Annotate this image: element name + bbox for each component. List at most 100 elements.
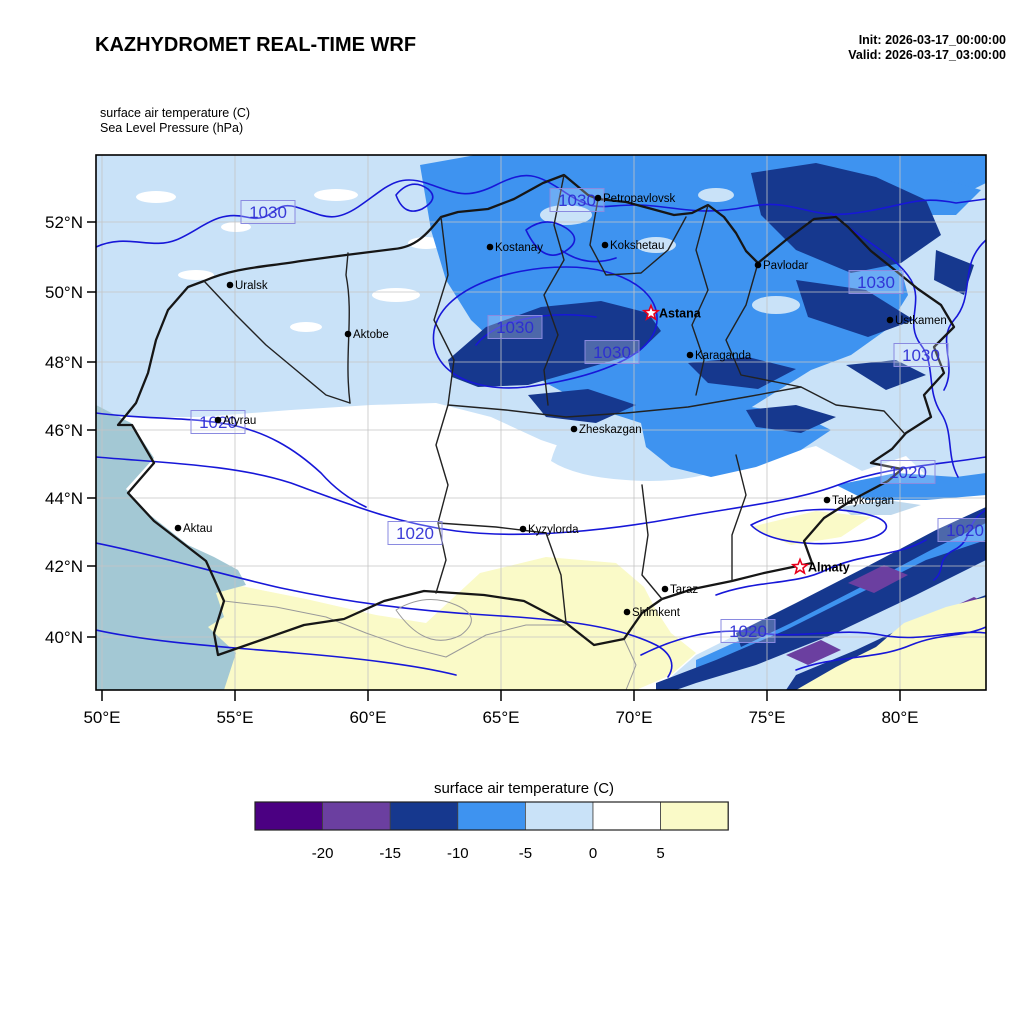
city-dot-icon: [214, 416, 222, 424]
lat-tick-label: 50°N: [45, 283, 83, 302]
city-marker-kyzylorda: Kyzylorda: [519, 524, 579, 536]
pressure-value: 1030: [249, 203, 287, 222]
city-label: Almaty: [808, 561, 850, 575]
colorbar-segment: [389, 801, 459, 831]
lat-tick-label: 40°N: [45, 628, 83, 647]
colorbar-title: surface air temperature (C): [434, 780, 614, 797]
lon-tick-label: 80°E: [881, 708, 918, 727]
city-dot-icon: [823, 496, 831, 504]
colorbar-segment: [322, 801, 391, 831]
colorbar-frame: [254, 801, 729, 831]
colorbar-segment: [592, 801, 661, 831]
city-marker-aktobe: Aktobe: [344, 329, 389, 341]
city-label: Aktau: [183, 523, 212, 535]
colorbar-tick-label: 5: [656, 845, 664, 862]
map-area: 1030 1030 1030 1030 1030 1030 1020 1020 1020 1020…: [95, 154, 987, 691]
city-label: Ustkamen: [895, 315, 947, 327]
pressure-label: 1030: [240, 200, 296, 224]
pressure-value: 1030: [902, 346, 940, 365]
colorbar-tick-label: -10: [447, 845, 469, 862]
city-marker-uralsk: Uralsk: [226, 280, 268, 292]
init-timestamp: Init: 2026-03-17_00:00:00: [859, 33, 1006, 47]
city-label: Astana: [659, 307, 702, 321]
city-marker-taraz: Taraz: [661, 584, 698, 596]
pressure-label: 1020: [387, 521, 443, 545]
lon-tick-label: 75°E: [748, 708, 785, 727]
page-title: KAZHYDROMET REAL-TIME WRF: [95, 34, 416, 56]
valid-timestamp: Valid: 2026-03-17_03:00:00: [848, 48, 1006, 62]
pressure-value: 1030: [593, 343, 631, 362]
pressure-label: 1030: [549, 188, 605, 212]
city-label: Taldykorgan: [832, 495, 894, 507]
city-dot-icon: [623, 608, 631, 616]
capital-star-icon: [790, 557, 810, 575]
city-marker-aktau: Aktau: [174, 523, 212, 535]
city-dot-icon: [519, 525, 527, 533]
city-label: Atyrau: [223, 415, 256, 427]
city-dot-icon: [686, 351, 694, 359]
lake-balkhash: [841, 500, 921, 515]
colorbar-segment: [525, 801, 594, 831]
map-frame: [95, 154, 987, 691]
pressure-label-layer: 1030 1030 1030 1030 1030 1030 1020 1020 1020 1020…: [190, 188, 986, 643]
city-label: Kyzylorda: [528, 524, 579, 536]
city-marker-atyrau: Atyrau: [214, 415, 256, 427]
city-label: Aktobe: [353, 329, 389, 341]
lon-tick-label: 70°E: [615, 708, 652, 727]
city-dot-icon: [594, 194, 602, 202]
pressure-label: 1030: [584, 340, 640, 364]
city-label: Zheskazgan: [579, 424, 642, 436]
graticule: [96, 155, 986, 690]
city-dot-icon: [570, 425, 578, 433]
axes: 52°N 50°N 48°N 46°N 44°N 42°N 40°N 50°E 55°E 60°E…: [45, 213, 919, 727]
pressure-value: 1020: [889, 463, 927, 482]
region-borders: [116, 173, 956, 690]
city-label: Petropavlovsk: [603, 193, 675, 205]
city-label: Kokshetau: [610, 240, 664, 252]
city-dot-icon: [174, 524, 182, 532]
city-marker-karaganda: Karaganda: [686, 350, 752, 362]
pressure-value: 1030: [558, 191, 596, 210]
city-dot-icon: [886, 316, 894, 324]
city-dot-icon: [344, 330, 352, 338]
city-label: Pavlodar: [763, 260, 809, 272]
pressure-label: 1030: [893, 343, 949, 367]
city-marker-taldykorgan: Taldykorgan: [823, 495, 894, 507]
pressure-label: 1030: [487, 315, 543, 339]
pressure-value: 1030: [857, 273, 895, 292]
colorbar: -20 -15 -10 -5 0 5: [254, 801, 729, 862]
capital-star-icon: [641, 303, 661, 321]
lat-tick-label: 52°N: [45, 213, 83, 232]
colorbar-segment: [457, 801, 526, 831]
city-marker-astana: Astana: [641, 303, 702, 321]
field-label-temperature: surface air temperature (C): [100, 106, 250, 120]
pressure-value: 1020: [946, 521, 984, 540]
city-layer: Petropavlovsk Kostanay Kokshetau Pavlodar Ur…: [174, 193, 947, 619]
lon-tick-label: 65°E: [482, 708, 519, 727]
pressure-label: 1030: [848, 270, 904, 294]
lon-tick-label: 50°E: [83, 708, 120, 727]
colorbar-tick-label: -20: [312, 845, 334, 862]
city-dot-icon: [601, 241, 609, 249]
pressure-value: 1020: [729, 622, 767, 641]
pressure-value: 1030: [496, 318, 534, 337]
city-marker-kostanay: Kostanay: [486, 242, 543, 254]
city-marker-zheskazgan: Zheskazgan: [570, 424, 642, 436]
lat-tick-label: 46°N: [45, 421, 83, 440]
city-marker-ustkamen: Ustkamen: [886, 315, 947, 327]
lat-tick-label: 42°N: [45, 557, 83, 576]
lat-tick-label: 44°N: [45, 489, 83, 508]
colorbar-tick-label: -15: [379, 845, 401, 862]
colorbar-segment: [254, 801, 323, 831]
city-label: Uralsk: [235, 280, 268, 292]
city-dot-icon: [661, 585, 669, 593]
city-label: Kostanay: [495, 242, 543, 254]
pressure-label: 1020: [880, 460, 936, 484]
colorbar-tick-label: 0: [589, 845, 597, 862]
pressure-label: 1020: [720, 619, 776, 643]
city-marker-kokshetau: Kokshetau: [601, 240, 664, 252]
city-dot-icon: [486, 243, 494, 251]
city-dot-icon: [226, 281, 234, 289]
